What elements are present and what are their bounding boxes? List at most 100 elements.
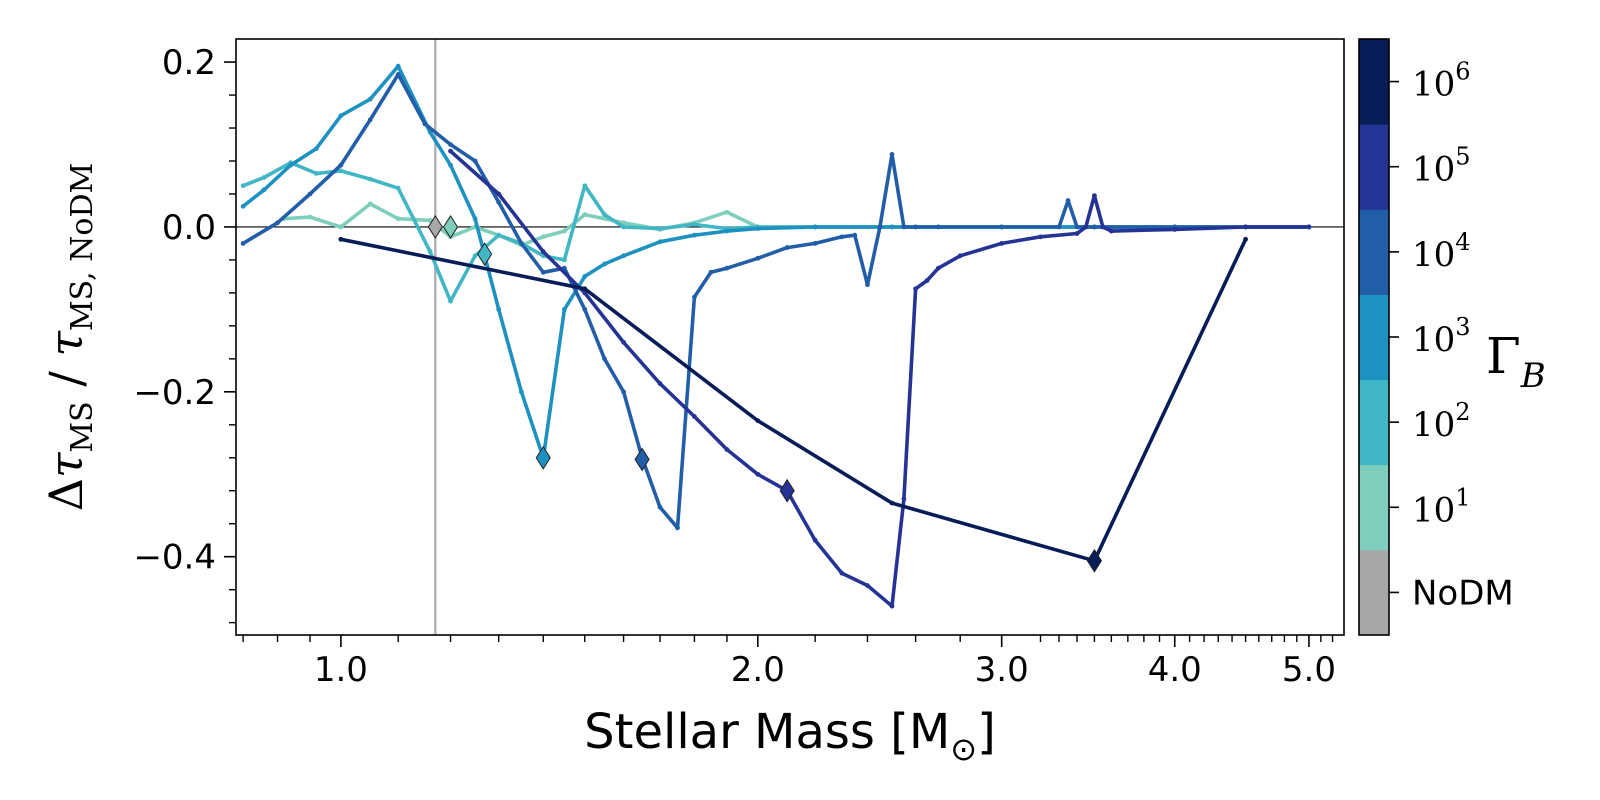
series-point [839, 570, 845, 576]
x-tick-label: 1.0 [314, 650, 368, 690]
series-point [692, 222, 697, 227]
series-point [999, 224, 1005, 230]
series-point [395, 216, 401, 222]
plot-frame [235, 38, 1345, 636]
series-point [1038, 234, 1043, 240]
series-point [724, 265, 730, 271]
series-point [395, 72, 401, 77]
series-point [395, 63, 401, 69]
series-point [889, 500, 895, 506]
colorbar-segment [1359, 379, 1389, 466]
colorbar-tick-label: 104 [1412, 228, 1471, 275]
colorbar-tick-label: NoDM [1412, 573, 1514, 613]
series-point [901, 496, 907, 502]
series-point [924, 278, 930, 283]
colorbar-segment [1359, 124, 1389, 210]
series-point [1306, 224, 1312, 230]
marker-layer [427, 215, 1103, 573]
diamond-marker-1 [477, 242, 493, 267]
series-point [338, 236, 344, 242]
series-point [621, 224, 626, 230]
series-point [901, 224, 907, 230]
series-point [367, 96, 373, 102]
series-point [472, 253, 478, 259]
series-point [427, 249, 433, 255]
series-point [422, 121, 428, 127]
series-point [755, 255, 761, 261]
series-point [724, 228, 730, 234]
series-point [724, 209, 730, 215]
series-point [865, 583, 870, 588]
series-point [877, 224, 883, 230]
series-point [582, 274, 588, 279]
series-point [1243, 224, 1248, 230]
series-point [935, 265, 941, 271]
series-point [307, 214, 313, 220]
series-point [692, 294, 697, 300]
series-point [561, 306, 567, 312]
series-point [1108, 228, 1114, 234]
series-point [395, 185, 401, 191]
y-tick-label: 0.0 [162, 208, 216, 248]
series-point [496, 232, 502, 238]
series-point [561, 257, 567, 263]
series-point [540, 249, 546, 255]
series-point [561, 228, 567, 234]
series-point [240, 241, 246, 246]
series-point [621, 339, 626, 345]
series-point [307, 191, 313, 197]
series-point [755, 418, 761, 424]
series-point [755, 471, 761, 477]
series-point [240, 203, 246, 209]
colorbar-segment [1359, 294, 1389, 381]
series-point [812, 241, 818, 246]
x-axis-label: Stellar Mass [M⊙] [584, 704, 996, 768]
series-point [367, 201, 373, 207]
series-point [957, 253, 963, 259]
series-point [675, 525, 680, 531]
series-point [448, 298, 453, 304]
colorbar-segment [1359, 464, 1389, 551]
series-line-3 [241, 72, 1311, 530]
series-point [496, 306, 502, 312]
colorbar-segment [1359, 39, 1389, 125]
colorbar-tick-label: 105 [1412, 143, 1471, 190]
diamond-marker-0 [442, 215, 459, 239]
diamond-marker-nodm [427, 215, 443, 239]
series-point [602, 356, 607, 362]
series-point [708, 269, 714, 275]
colorbar-tick-label: 103 [1412, 313, 1471, 360]
colorbar-tick-label: 102 [1412, 398, 1471, 445]
series-point [582, 183, 588, 189]
series-point [935, 224, 941, 230]
colorbar-label: ΓB [1486, 327, 1546, 396]
series-point [692, 414, 697, 419]
series-point [540, 234, 546, 240]
x-tick-label: 2.0 [731, 650, 785, 690]
series-point [602, 261, 607, 267]
series-point [496, 191, 502, 197]
x-axis: 1.0 2.0 3.0 4.0 5.0 [242, 635, 1336, 690]
series-point [313, 170, 319, 176]
y-axis-label: ΔτMS / τMS, NoDM [39, 163, 100, 512]
series-point [518, 241, 524, 246]
series-point [913, 286, 919, 292]
series-point [448, 162, 453, 168]
series-point [275, 220, 280, 226]
series-point [1100, 224, 1106, 230]
series-point [540, 269, 546, 275]
y-tick-label: −0.2 [133, 373, 216, 413]
series-point [240, 183, 246, 189]
series-point [367, 117, 373, 123]
series-point [889, 152, 895, 157]
series-point [472, 216, 478, 222]
diamond-marker-5 [1086, 548, 1103, 573]
series-point [657, 504, 663, 510]
series-point [338, 168, 344, 174]
series-point [1243, 236, 1248, 242]
series-point [889, 603, 895, 609]
series-point [621, 220, 626, 226]
x-tick-label: 5.0 [1282, 650, 1336, 690]
